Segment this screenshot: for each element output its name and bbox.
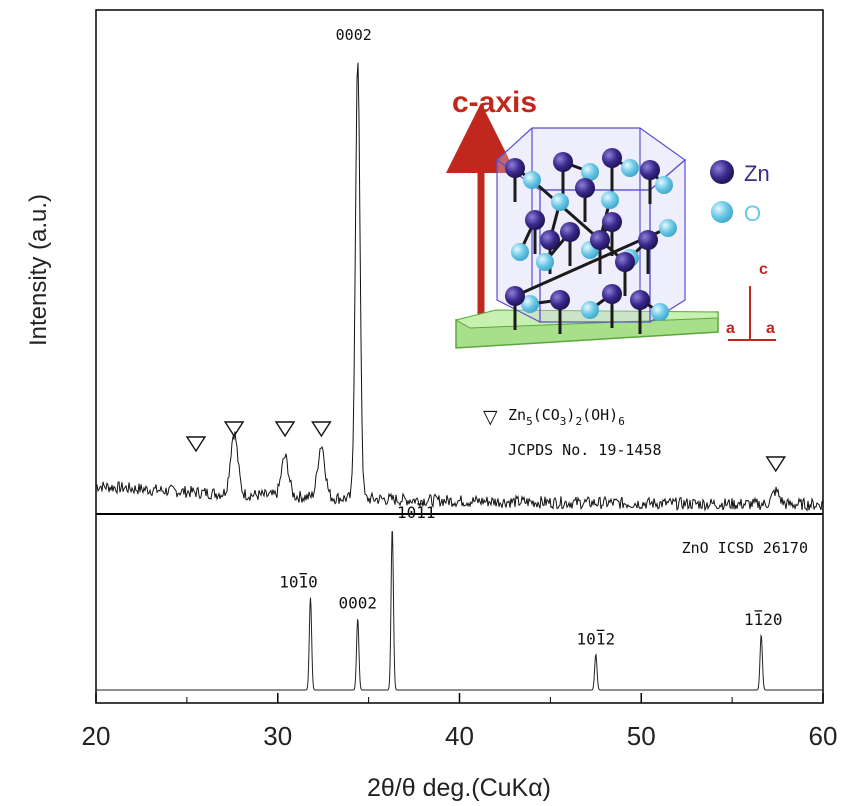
reference-peak-label: 1011 xyxy=(397,503,436,522)
zn-atom xyxy=(640,160,660,180)
reference-series-line xyxy=(96,531,823,691)
zn-atom xyxy=(553,152,573,172)
o-atom xyxy=(551,193,569,211)
o-atom xyxy=(581,163,599,181)
atoms xyxy=(505,148,677,334)
zn-atom xyxy=(505,158,525,178)
o-atom xyxy=(511,243,529,261)
o-atom xyxy=(523,171,541,189)
y-axis-label: Intensity (a.u.) xyxy=(25,194,52,346)
impurity-marker xyxy=(223,421,245,438)
x-tick-label: 50 xyxy=(627,721,656,751)
zn-atom xyxy=(560,222,580,242)
o-atom xyxy=(581,301,599,319)
reference-panel-title: ZnO ICSD 26170 xyxy=(682,539,808,557)
o-atom xyxy=(601,191,619,209)
o-atom xyxy=(655,176,673,194)
impurity-marker xyxy=(765,456,787,473)
x-axis-label: 2θ/θ deg.(CuKα) xyxy=(367,774,551,802)
o-atom xyxy=(536,253,554,271)
impurity-markers xyxy=(185,421,787,473)
o-legend-label: O xyxy=(744,201,761,226)
lattice-a2-label: a xyxy=(766,320,775,337)
zn-atom xyxy=(615,252,635,272)
impurity-marker xyxy=(274,421,296,438)
x-tick-label: 60 xyxy=(809,721,838,751)
o-atom xyxy=(659,219,677,237)
zn-atom xyxy=(590,230,610,250)
impurity-legend-jcpds: JCPDS No. 19-1458 xyxy=(508,441,662,459)
zn-atom xyxy=(602,284,622,304)
reference-peak-label: 1012 xyxy=(577,629,616,648)
x-tick-label: 20 xyxy=(82,721,111,751)
lattice-c-label: c xyxy=(759,261,768,278)
zn-atom xyxy=(550,290,570,310)
zn-atom xyxy=(525,210,545,230)
zn-atom xyxy=(575,178,595,198)
o-atom xyxy=(521,295,539,313)
impurity-legend: ▽ Zn5(CO3)2(OH)6 JCPDS No. 19-1458 xyxy=(483,406,662,459)
impurity-legend-formula: Zn5(CO3)2(OH)6 xyxy=(508,406,625,428)
zn-atom xyxy=(602,148,622,168)
zn-atom xyxy=(630,290,650,310)
lattice-axes xyxy=(728,286,776,341)
zn-atom xyxy=(540,230,560,250)
zn-atom xyxy=(638,230,658,250)
reference-peak-label: 1120 xyxy=(744,610,783,629)
reference-peak-labels: 1010 0002 1011 1012 1120 xyxy=(279,503,782,648)
bond xyxy=(531,178,626,264)
x-axis-ticks: 20 30 40 50 60 xyxy=(82,693,838,751)
zn-atom xyxy=(602,212,622,232)
c-axis-label: c-axis xyxy=(452,86,537,119)
measured-series-line xyxy=(95,62,824,512)
reference-peak-label: 0002 xyxy=(338,594,377,613)
x-tick-label: 40 xyxy=(445,721,474,751)
impurity-marker xyxy=(185,436,207,453)
measured-peak-label: 0002 xyxy=(336,26,372,44)
reference-peak-label: 1010 xyxy=(279,573,318,592)
zn-atom-legend-icon xyxy=(710,160,734,184)
impurity-marker xyxy=(311,421,332,438)
zn-legend-label: Zn xyxy=(744,161,770,186)
crystal-structure-inset: c-axis Zn O c a a xyxy=(446,86,776,349)
o-atom-legend-icon xyxy=(711,201,733,223)
x-tick-label: 30 xyxy=(263,721,292,751)
zn-atom xyxy=(505,286,525,306)
lattice-a1-label: a xyxy=(726,320,735,337)
impurity-legend-symbol: ▽ xyxy=(483,407,498,428)
o-atom xyxy=(621,159,639,177)
o-atom xyxy=(651,303,669,321)
